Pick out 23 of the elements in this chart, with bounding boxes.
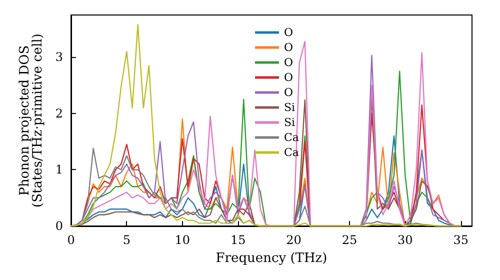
legend-label: O: [284, 71, 294, 84]
x-tick-label: 20: [286, 233, 302, 247]
legend-label: Ca: [284, 131, 300, 144]
legend-label: O: [284, 41, 294, 54]
x-tick-label: 30: [398, 233, 413, 247]
x-tick-label: 25: [342, 233, 358, 247]
x-tick-label: 0: [67, 233, 75, 247]
y-tick-label: 2: [55, 106, 63, 120]
y-tick-label: 0: [55, 219, 63, 233]
x-tick-label: 35: [453, 233, 468, 247]
x-tick-label: 10: [174, 233, 190, 247]
legend-label: Si: [284, 101, 296, 114]
legend-label: O: [284, 26, 294, 39]
legend-label: Si: [284, 116, 296, 129]
legend-label: Ca: [284, 146, 300, 159]
legend-label: O: [284, 86, 294, 99]
x-axis-title: Frequency (THz): [216, 251, 328, 266]
legend-label: O: [284, 56, 294, 69]
x-tick-label: 15: [230, 233, 246, 247]
x-tick-label: 5: [122, 233, 131, 247]
y-tick-label: 1: [55, 162, 63, 177]
y-axis-title: Phonon projected DOS (States/THz·primitive cell): [17, 33, 46, 208]
y-tick-label: 3: [55, 50, 63, 64]
